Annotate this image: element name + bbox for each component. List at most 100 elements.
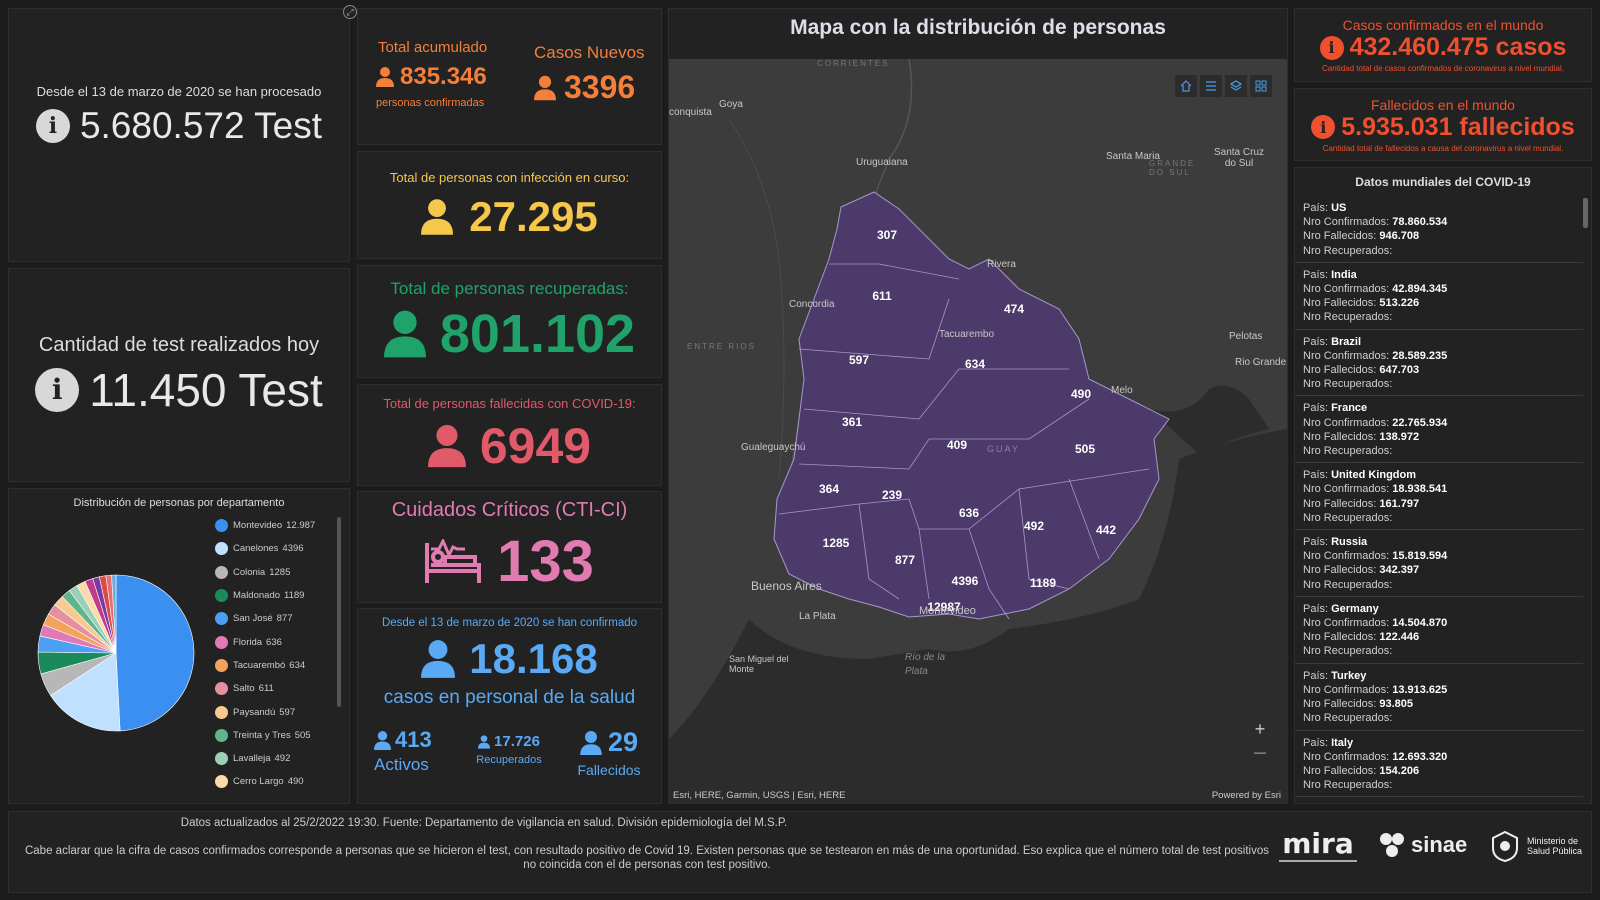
field-value: 22.765.934 [1392, 416, 1448, 429]
department-label[interactable]: 877 [894, 553, 916, 567]
powered-by[interactable]: Powered by Esri [1211, 790, 1281, 801]
department-label[interactable]: 4396 [951, 574, 979, 588]
legend-list-icon[interactable] [1199, 74, 1223, 98]
legend-value: 597 [279, 706, 296, 718]
legend-item[interactable]: Canelones 4396 [215, 537, 335, 560]
department-label[interactable]: 361 [841, 415, 863, 429]
legend-label: Lavalleja [233, 753, 271, 765]
legend-item[interactable]: Colonia 1285 [215, 561, 335, 584]
country-field: Nro Recuperados: [1303, 778, 1575, 792]
department-label[interactable]: 492 [1023, 519, 1045, 533]
field-key: Nro Recuperados: [1303, 244, 1393, 257]
pie-slice[interactable] [50, 652, 121, 732]
country-field: País: Brazil [1303, 335, 1575, 349]
field-key: Nro Fallecidos: [1303, 698, 1377, 711]
department-label[interactable]: 474 [1003, 302, 1025, 316]
field-value: 161.797 [1379, 497, 1420, 510]
country-list[interactable]: País: US Nro Confirmados: 78.860.534 Nro Fal… [1295, 196, 1583, 803]
department-label[interactable]: 1285 [822, 536, 850, 550]
country-field: Nro Confirmados: 22.765.934 [1303, 416, 1575, 430]
legend-item[interactable]: Lavalleja 492 [215, 747, 335, 770]
field-value: Brazil [1331, 335, 1362, 348]
department-label[interactable]: 442 [1095, 523, 1117, 537]
expand-icon[interactable]: ⤢ [343, 5, 357, 19]
recup-label: Total de personas recuperadas: [390, 278, 629, 298]
department-label[interactable]: 634 [964, 357, 986, 371]
tests-subtitle: Desde el 13 de marzo de 2020 se han proc… [36, 83, 322, 99]
field-key: País: [1303, 335, 1329, 348]
list-scrollbar[interactable] [1583, 198, 1588, 228]
department-label[interactable]: 12987 [927, 600, 961, 614]
department-label[interactable]: 490 [1070, 387, 1092, 401]
country-item[interactable]: País: France Nro Confirmados: 22.765.934 Nro… [1295, 396, 1583, 464]
world-confirmed-panel: Casos confirmados en el mundo i 432.460.… [1294, 8, 1592, 82]
zoom-out-button[interactable]: — [1254, 745, 1266, 759]
legend-item[interactable]: San José 877 [215, 607, 335, 630]
legend-label: Cerro Largo [233, 776, 284, 788]
world-list-title: Datos mundiales del COVID-19 [1355, 175, 1531, 189]
legend-item[interactable]: Montevideo 12.987 [215, 514, 335, 537]
department-label[interactable]: 636 [958, 506, 980, 520]
map-view[interactable]: 307 611 474 597 634 490 361 409 505 364 239 636 492 4… [669, 59, 1287, 804]
zoom-in-button[interactable]: + [1254, 719, 1266, 739]
field-value: 647.703 [1379, 364, 1420, 377]
country-item[interactable]: País: Russia Nro Confirmados: 15.819.594 Nro… [1295, 530, 1583, 597]
cti-panel: Cuidados Críticos (CTI-CI) 133 [357, 491, 662, 603]
pie-chart[interactable] [31, 568, 201, 738]
legend-item[interactable]: Paysandú 597 [215, 700, 335, 723]
department-label[interactable]: 505 [1074, 442, 1096, 456]
acum-value: 835.346 [400, 63, 487, 90]
country-field: Nro Recuperados: [1303, 444, 1575, 458]
department-label[interactable]: 239 [881, 488, 903, 502]
legend-item[interactable]: Salto 611 [215, 677, 335, 700]
country-item[interactable]: País: India Nro Confirmados: 42.894.345 Nro … [1295, 263, 1583, 330]
field-value: 93.805 [1379, 698, 1414, 711]
country-item[interactable]: País: Italy Nro Confirmados: 12.693.320 Nro … [1295, 731, 1583, 798]
department-label[interactable]: 597 [848, 353, 870, 367]
country-item[interactable]: País: United Kingdom Nro Confirmados: 18.93… [1295, 463, 1583, 531]
legend-label: Treinta y Tres [233, 729, 291, 741]
country-item[interactable]: País: US Nro Confirmados: 78.860.534 Nro Fal… [1295, 196, 1583, 263]
country-field: Nro Recuperados: [1303, 244, 1575, 258]
person-icon [534, 75, 556, 100]
layers-icon[interactable] [1224, 74, 1248, 98]
pie-slice[interactable] [111, 574, 117, 654]
field-key: Nro Fallecidos: [1303, 297, 1377, 310]
legend-item[interactable]: Tacuarembó 634 [215, 654, 335, 677]
country-item[interactable]: País: Turkey Nro Confirmados: 13.913.625 Nro… [1295, 664, 1583, 731]
info-icon: i [1319, 35, 1344, 60]
country-item[interactable]: País: Germany Nro Confirmados: 14.504.870 Nr… [1295, 597, 1583, 664]
legend-item[interactable]: Florida 636 [215, 630, 335, 653]
field-key: Nro Confirmados: [1303, 216, 1390, 229]
legend-item[interactable]: Treinta y Tres 505 [215, 724, 335, 747]
department-label[interactable]: 364 [818, 482, 840, 496]
country-item[interactable]: País:Spain [1295, 797, 1583, 803]
map-place: ENTRE RIOS [687, 342, 756, 351]
legend-item[interactable]: Maldonado 1189 [215, 584, 335, 607]
country-field: Nro Fallecidos: 93.805 [1303, 697, 1575, 711]
country-field: Nro Recuperados: [1303, 310, 1575, 324]
department-label[interactable]: 307 [876, 228, 898, 242]
field-value: 122.446 [1379, 631, 1420, 644]
legend-swatch [215, 519, 228, 533]
today-value: 11.450 Test [89, 363, 323, 416]
home-icon[interactable] [1174, 74, 1198, 98]
department-label[interactable]: 409 [946, 438, 968, 452]
legend-swatch [215, 542, 228, 556]
person-icon [374, 730, 391, 750]
field-key: Nro Recuperados: [1303, 445, 1393, 458]
country-field: Nro Confirmados: 14.504.870 [1303, 616, 1575, 630]
country-field: País: Italy [1303, 736, 1575, 750]
field-value: United Kingdom [1331, 469, 1417, 482]
legend-swatch [215, 705, 228, 719]
country-field: Nro Fallecidos: 342.397 [1303, 563, 1575, 577]
pie-legend: Montevideo 12.987 Canelones 4396 Colonia 1285… [215, 514, 335, 799]
country-item[interactable]: País: Brazil Nro Confirmados: 28.589.235 Nro… [1295, 330, 1583, 397]
department-label[interactable]: 1189 [1029, 576, 1057, 590]
basemap-gallery-icon[interactable] [1249, 74, 1273, 98]
pie-slice[interactable] [115, 574, 195, 732]
legend-scrollbar[interactable] [337, 517, 341, 707]
department-label[interactable]: 611 [872, 289, 892, 303]
legend-item[interactable]: Cerro Largo 490 [215, 770, 335, 793]
country-field: Nro Confirmados: 15.819.594 [1303, 549, 1575, 563]
